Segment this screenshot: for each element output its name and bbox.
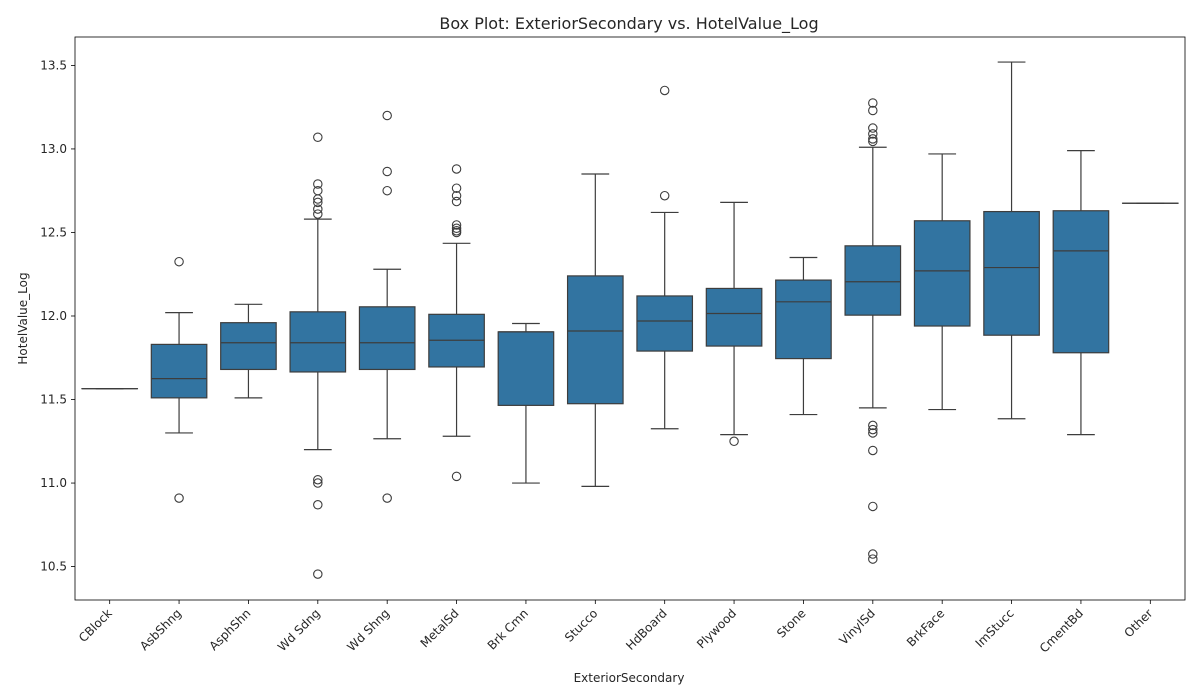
plot-area xyxy=(74,36,1186,601)
box-iqr xyxy=(1052,210,1110,354)
outlier-point xyxy=(868,98,878,108)
box-group xyxy=(844,98,902,564)
y-tick-label: 13.0 xyxy=(40,142,67,156)
outlier-point xyxy=(451,223,462,234)
outlier-point xyxy=(313,478,323,488)
box-iqr xyxy=(913,220,971,327)
x-tick-label: CmentBd xyxy=(1037,606,1086,655)
outlier-point xyxy=(868,129,878,139)
box-group xyxy=(983,61,1040,420)
y-tick-label: 11.5 xyxy=(40,393,67,407)
outlier-point xyxy=(659,190,670,201)
x-tick-label: CBlock xyxy=(76,606,115,645)
x-tick-label: Other xyxy=(1121,606,1155,640)
y-tick-label: 12.0 xyxy=(40,309,67,323)
outlier-point xyxy=(451,164,462,174)
x-tick-label: Wd Shng xyxy=(344,606,392,654)
outlier-point xyxy=(313,209,323,219)
box-group xyxy=(220,303,277,399)
outlier-point xyxy=(868,554,878,564)
box-iqr xyxy=(220,322,277,371)
outlier-point xyxy=(868,424,878,435)
outlier-point xyxy=(174,493,184,503)
box-group xyxy=(775,256,832,416)
x-tick-label: MetalSd xyxy=(418,606,462,650)
outlier-point xyxy=(451,190,462,201)
outlier-point xyxy=(868,123,878,133)
box-group xyxy=(913,153,971,411)
outlier-point xyxy=(382,110,392,121)
box-group xyxy=(705,201,763,447)
outlier-point xyxy=(451,183,462,193)
outlier-point xyxy=(451,196,462,207)
outlier-point xyxy=(868,445,878,456)
box-iqr xyxy=(289,311,347,373)
outlier-point xyxy=(313,179,323,189)
outlier-point xyxy=(729,436,739,447)
outlier-point xyxy=(451,471,462,482)
y-tick-label: 10.5 xyxy=(40,560,67,574)
box-iqr xyxy=(150,343,208,399)
outlier-point xyxy=(382,493,392,503)
outlier-point xyxy=(313,474,323,485)
outlier-point xyxy=(174,256,184,267)
box-iqr xyxy=(566,275,624,405)
boxes-layer xyxy=(81,61,1179,579)
box-group xyxy=(358,110,416,503)
x-tick-label: AsphShn xyxy=(207,606,254,653)
box-group xyxy=(636,85,694,430)
outlier-point xyxy=(313,197,323,208)
y-axis-title: HotelValue_Log xyxy=(16,272,30,364)
outlier-point xyxy=(868,134,878,144)
box-group xyxy=(497,322,555,484)
x-tick-label: Stucco xyxy=(562,606,601,645)
x-tick-label: AsbShng xyxy=(137,606,184,653)
outlier-point xyxy=(868,428,878,438)
x-tick-label: VinylSd xyxy=(837,606,878,647)
box-iqr xyxy=(844,245,902,316)
outlier-point xyxy=(868,501,878,512)
outlier-point xyxy=(382,185,392,196)
outlier-point xyxy=(868,105,878,116)
x-tick-label: Plywood xyxy=(694,606,739,651)
y-axis: 10.5 11.0 11.5 12.0 12.5 13.0 13.5 xyxy=(40,58,75,574)
outlier-point xyxy=(659,85,670,96)
box-group xyxy=(150,256,208,503)
box-iqr xyxy=(497,331,555,406)
x-axis: CBlock AsbShng AsphShn Wd Sdng Wd Shng MetalS… xyxy=(76,600,1155,655)
outlier-point xyxy=(868,420,878,431)
outlier-point xyxy=(313,194,323,204)
x-tick-label: Wd Sdng xyxy=(275,606,323,654)
x-axis-title: ExteriorSecondary xyxy=(574,671,685,685)
y-tick-label: 11.0 xyxy=(40,476,67,490)
outlier-point xyxy=(868,549,878,559)
chart-title: Box Plot: ExteriorSecondary vs. HotelVal… xyxy=(439,14,818,34)
outlier-point xyxy=(313,569,323,579)
box-iqr xyxy=(636,295,694,352)
box-group xyxy=(1052,150,1110,436)
box-group xyxy=(566,173,624,487)
box-iqr xyxy=(983,210,1040,336)
outlier-point xyxy=(868,136,878,147)
box-group xyxy=(428,164,485,482)
x-tick-label: Brk Cmn xyxy=(485,606,531,652)
x-tick-label: Stone xyxy=(774,606,808,640)
box-iqr xyxy=(705,287,763,347)
outlier-point xyxy=(451,220,462,230)
x-tick-label: HdBoard xyxy=(623,606,670,653)
outlier-point xyxy=(313,204,323,214)
outlier-point xyxy=(382,166,392,177)
y-tick-label: 12.5 xyxy=(40,225,67,239)
x-tick-label: ImStucc xyxy=(973,606,1017,650)
outlier-point xyxy=(451,227,462,238)
box-group xyxy=(289,132,347,579)
outlier-point xyxy=(313,132,323,142)
box-iqr xyxy=(775,279,832,360)
y-tick-label: 13.5 xyxy=(40,58,67,72)
outlier-point xyxy=(313,500,323,510)
x-tick-label: BrkFace xyxy=(904,606,947,649)
box-iqr xyxy=(358,306,416,371)
